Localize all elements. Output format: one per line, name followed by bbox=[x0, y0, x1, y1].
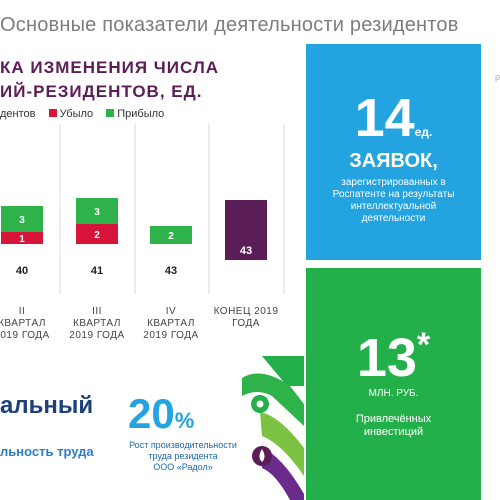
bottom-word: альный bbox=[0, 392, 94, 419]
applications-caption-line: зарегистрированных в bbox=[341, 177, 446, 188]
category-label: 2019 ГОДА bbox=[0, 330, 50, 341]
applications-unit: ед. bbox=[414, 125, 433, 139]
removed-bar bbox=[1, 232, 43, 244]
productivity-caption: Рост производительности труда резидента … bbox=[128, 440, 238, 473]
total-bar-label: 43 bbox=[240, 245, 252, 257]
resident-change-chart: 4013IIКВАРТАЛ2019 ГОДА4123IIIКВАРТАЛ2019… bbox=[0, 124, 285, 341]
added-bar-label: 3 bbox=[19, 215, 25, 226]
productivity-percent: 20% bbox=[128, 390, 194, 438]
applications-tile: 14ед. ЗАЯВОК, зарегистрированных в Роспа… bbox=[306, 44, 481, 260]
applications-caption-line: деятельности bbox=[361, 213, 426, 224]
category-label: IV bbox=[166, 306, 176, 317]
removed-bar bbox=[76, 224, 118, 244]
stripe-green-top bbox=[262, 356, 304, 386]
investments-number: 13 bbox=[356, 328, 417, 388]
stripe-green bbox=[242, 373, 304, 426]
category-label: III bbox=[92, 306, 102, 317]
total-bar bbox=[225, 200, 267, 260]
page-title: Основные показатели деятельности резиден… bbox=[0, 14, 459, 36]
bottom-subtitle: льность труда bbox=[0, 444, 94, 459]
base-value-label: 40 bbox=[16, 265, 28, 277]
chart-heading-line2: ИЙ-РЕЗИДЕНТОВ, ЕД. bbox=[0, 82, 203, 101]
legend-item-added: Прибыло bbox=[117, 108, 165, 120]
applications-caption: зарегистрированных в Роспатенте на резул… bbox=[306, 177, 481, 225]
gear-icon-center bbox=[256, 400, 264, 408]
decorative-stripes bbox=[242, 356, 304, 500]
category-label: КОНЕЦ 2019 bbox=[214, 306, 279, 317]
legend-swatch-removed bbox=[48, 109, 57, 118]
legend-item-removed: Убыло bbox=[59, 108, 94, 120]
category-label: II bbox=[19, 306, 26, 317]
category-label: 2019 ГОДА bbox=[143, 330, 198, 341]
category-label: КВАРТАЛ bbox=[0, 318, 46, 329]
productivity-caption-line: ООО «Радол» bbox=[153, 462, 213, 472]
chart-legend: дентов Убыло Прибыло bbox=[0, 108, 164, 120]
investments-asterisk: * bbox=[416, 326, 431, 364]
added-bar-label: 3 bbox=[94, 207, 100, 218]
base-value-label: 43 bbox=[165, 265, 177, 277]
category-label: КВАРТАЛ bbox=[147, 318, 195, 329]
investments-unit: МЛН. РУБ. bbox=[368, 388, 419, 399]
added-bar bbox=[150, 226, 192, 244]
investments-caption-line: инвестиций bbox=[363, 426, 424, 438]
chart-heading: КА ИЗМЕНЕНИЯ ЧИСЛА ИЙ-РЕЗИДЕНТОВ, ЕД. bbox=[0, 56, 219, 104]
category-label: КВАРТАЛ bbox=[73, 318, 121, 329]
stripe-lightgreen bbox=[260, 412, 304, 476]
legend-item-base: дентов bbox=[0, 108, 36, 120]
category-label: ГОДА bbox=[232, 318, 260, 329]
applications-caption-line: интеллектуальной bbox=[350, 201, 437, 212]
chart-heading-line1: КА ИЗМЕНЕНИЯ ЧИСЛА bbox=[0, 58, 220, 77]
applications-number: 14 bbox=[354, 88, 415, 148]
removed-bar-label: 2 bbox=[94, 230, 100, 241]
legend-swatch-added bbox=[106, 109, 115, 118]
added-bar bbox=[1, 206, 43, 232]
productivity-percent-value: 20 bbox=[128, 390, 175, 437]
applications-headline: ЗАЯВОК, bbox=[349, 150, 438, 172]
added-bar-label: 2 bbox=[168, 231, 174, 242]
investments-caption-line: Привлечённых bbox=[355, 413, 432, 425]
added-bar bbox=[76, 198, 118, 224]
removed-bar-label: 1 bbox=[19, 234, 25, 245]
base-value-label: 41 bbox=[91, 265, 103, 277]
category-label: 2019 ГОДА bbox=[69, 330, 124, 341]
applications-caption-line: Роспатенте на результаты bbox=[332, 189, 455, 200]
right-edge-text: р bbox=[494, 72, 500, 82]
stripe-purple bbox=[262, 448, 304, 500]
drop-icon-shape bbox=[259, 449, 265, 462]
investments-tile: 13* МЛН. РУБ. Привлечённых инвестиций bbox=[306, 268, 481, 500]
productivity-percent-sign: % bbox=[174, 408, 195, 433]
productivity-caption-line: Рост производительности bbox=[129, 440, 237, 450]
productivity-caption-line: труда резидента bbox=[148, 451, 218, 461]
investments-caption: Привлечённых инвестиций bbox=[306, 413, 481, 439]
